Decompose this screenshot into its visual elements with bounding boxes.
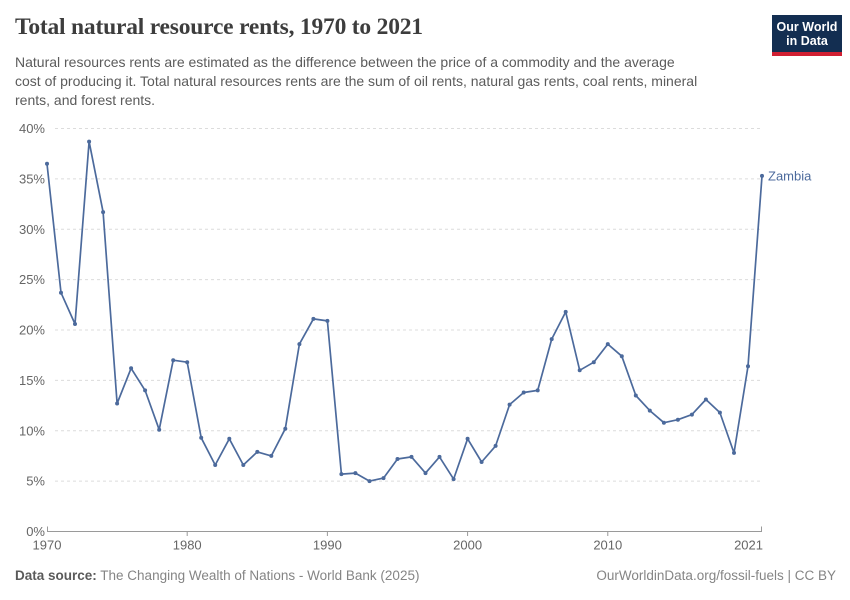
data-point[interactable] [703,397,708,402]
data-point[interactable] [87,139,92,144]
y-tick-label: 20% [19,323,45,338]
data-point[interactable] [395,457,400,461]
data-source-label: Data source: [15,568,97,583]
data-point[interactable] [577,368,582,373]
data-point[interactable] [661,420,666,425]
data-point[interactable] [717,410,722,415]
data-point[interactable] [746,364,750,369]
data-point[interactable] [199,435,204,440]
data-point[interactable] [633,393,638,398]
data-point[interactable] [129,366,134,371]
data-point[interactable] [423,471,428,476]
data-point[interactable] [479,460,484,464]
data-point[interactable] [689,412,694,417]
data-point[interactable] [227,436,232,441]
owid-logo: Our World in Data [772,15,842,56]
data-point[interactable] [73,322,77,326]
data-point[interactable] [255,449,260,454]
data-point[interactable] [59,290,63,295]
data-point[interactable] [760,173,764,178]
data-point[interactable] [493,443,498,448]
data-point[interactable] [339,472,344,477]
subtitle-line2: cost of producing it. Total natural reso… [15,73,698,89]
data-point[interactable] [269,453,274,458]
chart-subtitle: Natural resources rents are estimated as… [15,53,775,110]
x-tick-label: 2000 [453,538,482,553]
y-tick-label: 10% [19,423,45,438]
data-point[interactable] [171,358,176,363]
y-tick-label: 30% [19,222,45,237]
data-point[interactable] [521,390,526,395]
data-point[interactable] [185,360,190,365]
page-title: Total natural resource rents, 1970 to 20… [15,14,423,40]
data-point[interactable] [647,408,652,413]
data-point[interactable] [535,388,540,393]
owid-logo-line2: in Data [786,34,828,48]
data-point[interactable] [311,316,316,321]
data-point[interactable] [367,479,372,484]
x-tick-label: 1970 [33,538,62,553]
data-point[interactable] [605,342,610,347]
data-point[interactable] [675,417,680,422]
data-point[interactable] [101,210,106,215]
y-tick-label: 25% [19,272,45,287]
data-point[interactable] [325,318,330,323]
data-point[interactable] [143,388,148,393]
data-point[interactable] [241,463,246,467]
data-source: Data source: The Changing Wealth of Nati… [15,568,419,583]
owid-logo-line1: Our World [776,20,838,34]
y-tick-label: 15% [19,373,45,388]
x-tick-label: 1990 [313,538,342,553]
x-tick-label: 2021 [734,538,763,553]
data-point[interactable] [619,354,624,359]
credit-link[interactable]: OurWorldinData.org/fossil-fuels | CC BY [596,568,836,583]
data-point[interactable] [507,402,512,407]
data-point[interactable] [563,309,568,314]
data-point[interactable] [409,454,414,459]
data-point[interactable] [353,471,358,476]
subtitle-line1: Natural resources rents are estimated as… [15,54,675,70]
data-source-value: The Changing Wealth of Nations - World B… [96,568,420,583]
data-point[interactable] [297,342,302,347]
series-end-label[interactable]: Zambia [768,168,812,183]
data-point[interactable] [45,161,49,166]
y-tick-label: 35% [19,171,45,186]
y-tick-label: 5% [26,474,45,489]
data-point[interactable] [549,337,554,342]
data-point[interactable] [213,463,218,467]
data-point[interactable] [591,360,596,365]
data-point[interactable] [437,454,442,459]
x-tick-label: 2010 [593,538,622,553]
data-point[interactable] [732,450,736,455]
x-tick-label: 1980 [173,538,202,553]
y-tick-label: 0% [26,524,45,539]
data-point[interactable] [465,436,470,441]
data-point[interactable] [283,426,288,431]
data-point[interactable] [115,401,120,406]
y-tick-label: 40% [19,121,45,136]
data-point[interactable] [381,476,386,481]
data-point[interactable] [157,427,162,432]
series-line-zambia[interactable] [46,140,763,482]
data-point[interactable] [451,477,456,482]
subtitle-line3: rents, and forest rents. [15,92,156,108]
